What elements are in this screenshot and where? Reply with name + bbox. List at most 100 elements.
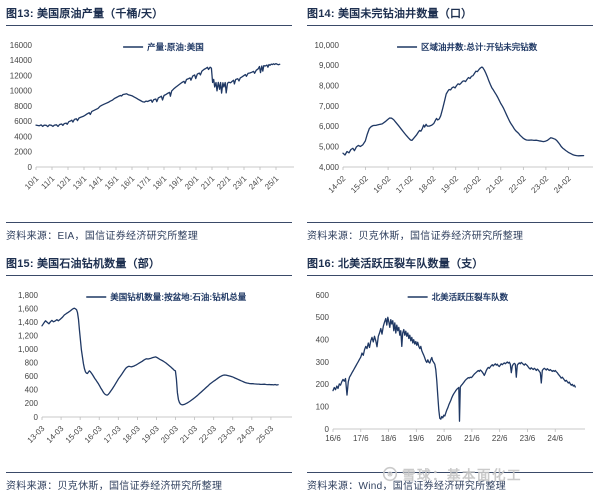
chart-title-fig15: 图15: 美国石油钻机数量（部）: [6, 258, 161, 270]
line-chart-fig13: 16000 14000 12000 10000 8000 6000 4000 2000 0 10/…: [10, 41, 294, 192]
source-note-fig15: 资料来源：贝克休斯，国信证券经济研究所整理: [6, 481, 223, 492]
source-divider: [6, 472, 292, 473]
svg-text:800: 800: [25, 359, 39, 368]
svg-text:17-02: 17-02: [394, 174, 415, 195]
svg-text:24/6: 24/6: [547, 434, 563, 443]
chart-title-fig16: 图16: 北美活跃压裂车队数量（支）: [307, 258, 484, 270]
svg-text:22/6: 22/6: [492, 434, 508, 443]
svg-text:19-02: 19-02: [439, 174, 460, 195]
svg-text:22-03: 22-03: [197, 424, 218, 445]
svg-text:0: 0: [28, 163, 33, 172]
svg-text:8000: 8000: [14, 102, 32, 111]
svg-text:200: 200: [316, 380, 330, 389]
svg-text:18/1: 18/1: [151, 174, 169, 192]
svg-text:15/1: 15/1: [103, 174, 121, 192]
svg-text:20-03: 20-03: [159, 424, 180, 445]
svg-text:4000: 4000: [14, 132, 32, 141]
svg-text:400: 400: [316, 335, 330, 344]
title-divider: [6, 25, 292, 26]
svg-text:23-03: 23-03: [216, 424, 237, 445]
source-note-fig14: 资料来源：贝克休斯，国信证券经济研究所整理: [307, 231, 524, 242]
svg-text:24/1: 24/1: [247, 174, 265, 192]
svg-text:20/1: 20/1: [183, 174, 201, 192]
chart-panel-fig16: 图16: 北美活跃压裂车队数量（支） 600 500 400 300 200 100 0 16…: [301, 250, 602, 500]
line-chart-fig14: 10,000 9,000 8,000 7,000 6,000 5,000 4,000 14-0…: [315, 41, 593, 195]
svg-text:23/1: 23/1: [231, 174, 249, 192]
source-note-fig13: 资料来源：EIA，国信证券经济研究所整理: [6, 231, 199, 242]
svg-text:16000: 16000: [10, 41, 33, 50]
source-divider: [307, 472, 593, 473]
svg-text:19/1: 19/1: [167, 174, 185, 192]
svg-text:100: 100: [316, 402, 330, 411]
svg-text:24-02: 24-02: [552, 174, 573, 195]
svg-text:16-03: 16-03: [83, 424, 104, 445]
svg-text:17/1: 17/1: [135, 174, 153, 192]
svg-text:18-02: 18-02: [417, 174, 438, 195]
svg-text:14-03: 14-03: [45, 424, 66, 445]
svg-text:400: 400: [25, 386, 39, 395]
line-chart-fig16: 600 500 400 300 200 100 016/6 17/6 18/6 19/6 20/6 2…: [316, 291, 585, 443]
svg-text:9,000: 9,000: [319, 61, 340, 70]
svg-text:17/6: 17/6: [353, 434, 369, 443]
svg-text:8,000: 8,000: [319, 81, 340, 90]
svg-text:20-02: 20-02: [462, 174, 483, 195]
chart-title-fig13: 图13: 美国原油产量（千桶/天）: [6, 8, 164, 20]
chart-title-fig14: 图14: 美国未完钻油井数量（口）: [307, 8, 473, 20]
svg-text:6000: 6000: [14, 117, 32, 126]
svg-text:23-02: 23-02: [529, 174, 550, 195]
source-divider: [6, 222, 292, 223]
svg-text:25-03: 25-03: [254, 424, 275, 445]
watermark: 雪球：基本面化工: [382, 464, 522, 484]
title-divider: [307, 25, 593, 26]
svg-text:16/6: 16/6: [325, 434, 341, 443]
svg-text:15-02: 15-02: [349, 174, 370, 195]
svg-text:美国钻机数量:按盆地:石油:钻机总量: 美国钻机数量:按盆地:石油:钻机总量: [110, 292, 246, 302]
watermark-text: 雪球：基本面化工: [402, 468, 522, 483]
svg-text:13-03: 13-03: [26, 424, 47, 445]
svg-text:18-03: 18-03: [121, 424, 142, 445]
svg-text:21/6: 21/6: [464, 434, 480, 443]
xueqiu-logo-icon: [382, 466, 398, 482]
svg-text:1,200: 1,200: [18, 331, 39, 340]
svg-text:23/6: 23/6: [520, 434, 536, 443]
svg-text:21-03: 21-03: [178, 424, 199, 445]
svg-text:1,600: 1,600: [18, 304, 39, 313]
svg-text:区域油井数:总计:开钻未完钻数: 区域油井数:总计:开钻未完钻数: [421, 42, 538, 52]
svg-text:0: 0: [34, 413, 39, 422]
svg-text:10,000: 10,000: [315, 41, 340, 50]
svg-text:19/6: 19/6: [409, 434, 425, 443]
title-divider: [307, 275, 593, 276]
svg-text:10000: 10000: [10, 87, 33, 96]
svg-text:12000: 12000: [10, 71, 33, 80]
chart-panel-fig14: 图14: 美国未完钻油井数量（口） 10,000 9,000 8,000 7,000 6…: [301, 0, 602, 250]
svg-text:1,400: 1,400: [18, 318, 39, 327]
svg-text:19-03: 19-03: [140, 424, 161, 445]
svg-text:14/1: 14/1: [87, 174, 105, 192]
svg-text:7,000: 7,000: [319, 102, 340, 111]
svg-text:北美活跃压裂车队数: 北美活跃压裂车队数: [432, 292, 509, 302]
svg-text:16/1: 16/1: [119, 174, 137, 192]
svg-text:12/1: 12/1: [55, 174, 73, 192]
svg-text:13/1: 13/1: [71, 174, 89, 192]
source-divider: [307, 222, 593, 223]
svg-text:5,000: 5,000: [319, 142, 340, 151]
svg-text:17-03: 17-03: [102, 424, 123, 445]
svg-text:22/1: 22/1: [215, 174, 233, 192]
source-note-fig16: 资料来源：Wind，国信证券经济研究所整理: [307, 481, 507, 492]
title-divider: [6, 275, 292, 276]
svg-text:600: 600: [25, 372, 39, 381]
svg-text:15-03: 15-03: [64, 424, 85, 445]
svg-text:25/1: 25/1: [263, 174, 281, 192]
svg-text:600: 600: [316, 291, 330, 300]
chart-panel-fig15: 图15: 美国石油钻机数量（部） 1,800 1,600 1,400 1,200 1,0…: [0, 250, 301, 500]
svg-text:6,000: 6,000: [319, 122, 340, 131]
svg-text:200: 200: [25, 399, 39, 408]
svg-text:0: 0: [325, 425, 330, 434]
svg-text:18/6: 18/6: [381, 434, 397, 443]
line-chart-fig15: 1,800 1,600 1,400 1,200 1,000 800 600 400 200 0 13…: [18, 291, 292, 445]
svg-text:11/1: 11/1: [39, 174, 56, 191]
svg-text:1,000: 1,000: [18, 345, 39, 354]
svg-text:14-02: 14-02: [327, 174, 348, 195]
